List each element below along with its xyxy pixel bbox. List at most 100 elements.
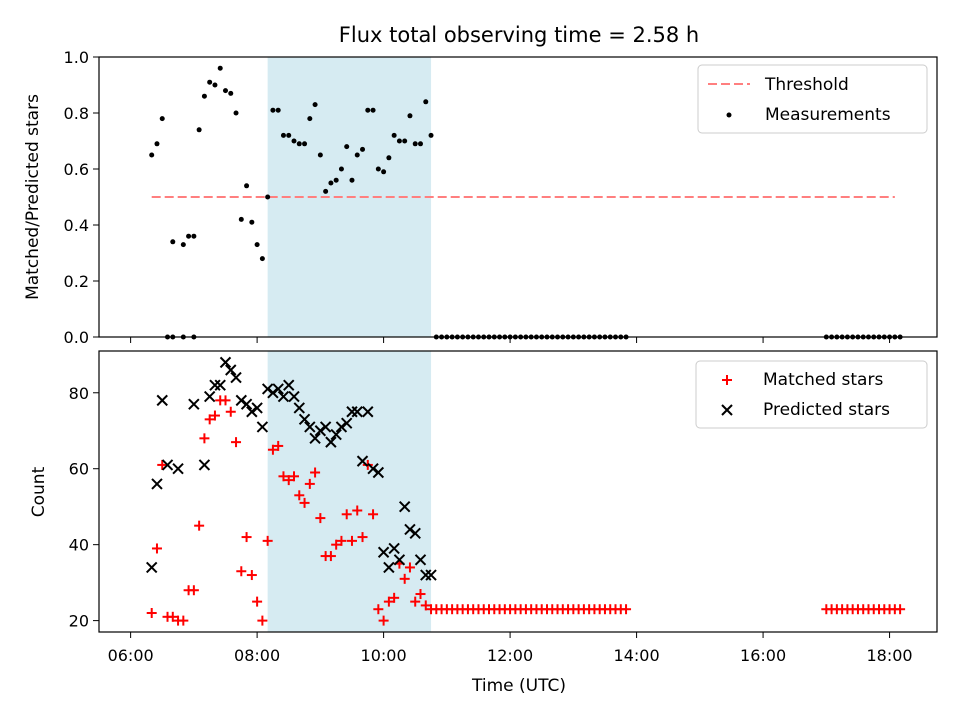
x-tick-label: 14:00 (614, 646, 660, 665)
predicted-star-point (356, 455, 369, 467)
predicted-star-point (267, 387, 279, 399)
matched-star-point (373, 604, 384, 615)
predicted-star-point (377, 546, 390, 558)
legend-threshold-label: Threshold (764, 75, 849, 95)
ratio-x-ticks (130, 337, 891, 343)
matched-star-point (346, 535, 357, 546)
matched-star-point (220, 395, 231, 406)
predicted-star-point (198, 459, 211, 471)
matched-star-point (420, 600, 431, 611)
predicted-star-point (256, 421, 269, 433)
matched-star-point (357, 532, 368, 543)
measurement-point (360, 146, 366, 152)
predicted-star-point (219, 356, 232, 369)
matched-star-point (383, 596, 394, 607)
y-tick-label: 0.4 (64, 216, 89, 235)
measurement-point (402, 138, 408, 144)
count-panel: 20 40 60 80 06:00 08:00 10:00 12:00 14:00 16:00 1… (29, 350, 938, 696)
predicted-star-point (151, 478, 163, 490)
legend-predicted-swatch (721, 404, 733, 416)
measurement-point (338, 166, 344, 172)
matched-star-point (262, 535, 273, 546)
matched-star-point (225, 406, 236, 417)
measurement-point (244, 183, 250, 189)
observing-window-shade (267, 351, 432, 632)
measurement-point (381, 169, 387, 175)
matched-star-point (157, 459, 168, 470)
measurement-point (386, 155, 392, 161)
matched-stars-points (146, 395, 906, 626)
measurement-point (423, 99, 429, 105)
measurement-point (149, 152, 155, 158)
ratio-panel-frame (98, 56, 938, 338)
ratio-legend: Threshold Measurements (697, 64, 928, 134)
measurement-point (396, 138, 402, 144)
legend-predicted-label: Predicted stars (763, 400, 890, 420)
measurement-point (154, 141, 160, 147)
matched-star-point (331, 539, 342, 550)
measurement-point (302, 141, 308, 147)
measurement-point (370, 107, 376, 113)
measurement-point (170, 239, 176, 245)
measurement-point (270, 107, 276, 113)
matched-star-point (246, 570, 257, 581)
predicted-star-point (298, 413, 311, 426)
predicted-star-point (283, 379, 295, 391)
matched-star-point (410, 596, 421, 607)
legend-matched-swatch (722, 375, 732, 385)
matched-star-point (368, 509, 379, 520)
measurement-point (365, 107, 371, 113)
measurement-point (212, 82, 218, 88)
measurement-point (249, 219, 255, 225)
predicted-star-point (251, 402, 263, 414)
predicted-star-point (335, 421, 348, 433)
legend-matched-label: Matched stars (763, 370, 883, 390)
ratio-legend-box (697, 64, 928, 134)
predicted-star-point (225, 364, 237, 376)
y-tick-label: 0.2 (64, 272, 89, 291)
measurement-point (196, 127, 202, 133)
matched-star-point (341, 509, 352, 520)
measurement-point (296, 141, 302, 147)
measurement-point (191, 233, 197, 239)
measurement-point (233, 110, 239, 116)
measurement-point (317, 152, 323, 158)
matched-star-point (283, 475, 294, 486)
predicted-star-point (414, 554, 427, 566)
measurement-point (286, 132, 292, 138)
measurement-point (217, 65, 223, 71)
measurement-point (207, 79, 213, 85)
x-tick-label: 18:00 (867, 646, 913, 665)
predicted-star-point (393, 554, 406, 566)
matched-star-point (315, 513, 326, 524)
predicted-star-point (425, 569, 437, 581)
predicted-star-point (351, 406, 363, 418)
y-tick-label: 1.0 (64, 48, 89, 67)
legend-matched-marker (722, 375, 732, 385)
predicted-star-point (409, 527, 421, 539)
predicted-star-point (330, 428, 342, 441)
matched-star-point (325, 551, 336, 562)
measurement-point (407, 113, 413, 119)
ratio-panel: 0.0 0.2 0.4 0.6 0.8 1.0 Matched/Predicted sta… (23, 48, 938, 347)
predicted-star-point (367, 463, 379, 475)
matched-star-point (389, 592, 400, 603)
measurement-point (238, 216, 244, 222)
measurement-point (307, 116, 313, 122)
y-tick-label: 0.8 (64, 104, 89, 123)
y-tick-label: 80 (69, 384, 89, 403)
x-axis-label: Time (UTC) (471, 676, 566, 696)
x-tick-label: 06:00 (108, 646, 154, 665)
predicted-star-point (161, 459, 174, 471)
predicted-stars-points (145, 356, 437, 581)
matched-star-point (299, 497, 310, 508)
y-tick-label: 0.6 (64, 160, 89, 179)
matched-star-point (273, 440, 284, 451)
measurement-point (312, 102, 318, 108)
x-tick-label: 16:00 (740, 646, 786, 665)
matched-star-point (895, 604, 906, 615)
matched-star-point (241, 532, 252, 543)
predicted-star-point (172, 463, 184, 475)
matched-star-point (362, 459, 373, 470)
